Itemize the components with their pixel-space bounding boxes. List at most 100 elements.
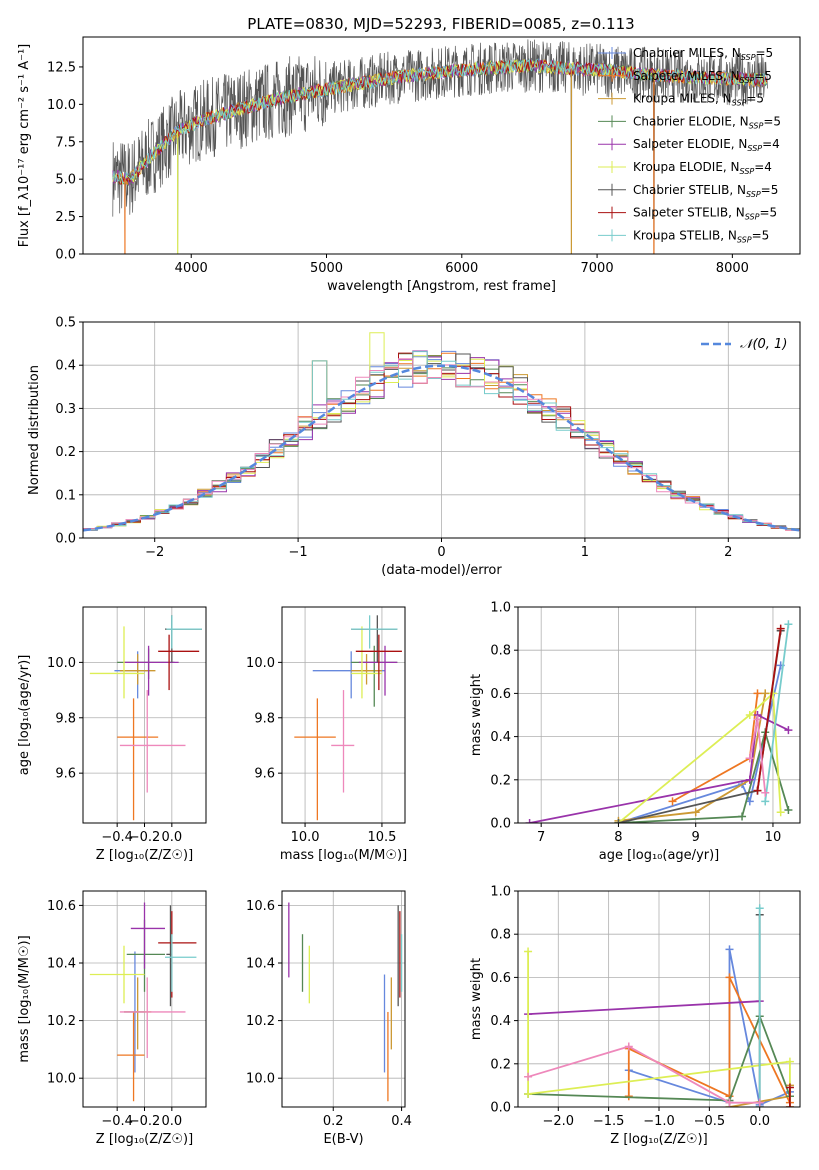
x-tick-label: 7000: [581, 261, 614, 276]
legend-label-text: Chabrier MILES, N: [633, 46, 741, 60]
legend-label-text: Kroupa STELIB, N: [633, 228, 737, 242]
legend-label: Chabrier STELIB, NSSP=5: [633, 183, 778, 199]
axes-frame: [517, 890, 801, 1108]
x-tick-label: −0.4: [101, 830, 133, 845]
legend-label: Kroupa STELIB, NSSP=5: [633, 228, 769, 244]
legend-label-text: Chabrier STELIB, N: [633, 183, 746, 197]
y-tick-label: 0.0: [55, 248, 76, 263]
y-axis-label: mass weight: [469, 958, 484, 1040]
y-tick-label: 0.4: [55, 359, 76, 374]
y-tick-label: 10.0: [47, 98, 76, 113]
x-axis-label: mass [log₁₀(M/M☉)]: [280, 848, 407, 863]
x-tick-label: 6000: [445, 261, 478, 276]
weight-point-marker: [725, 1098, 734, 1107]
y-tick-label: 0.8: [490, 928, 511, 943]
y-tick-label: 9.8: [254, 711, 275, 726]
y-axis-label: Flux [f_λ10⁻¹⁷ erg cm⁻² s⁻¹ A⁻¹]: [17, 44, 32, 248]
x-tick-label: 8000: [716, 261, 749, 276]
legend-label-text: Kroupa ELODIE, N: [633, 160, 740, 174]
legend-label-text: Kroupa MILES, N: [633, 92, 732, 106]
weight-series-line: [764, 624, 790, 802]
y-tick-label: 1.0: [490, 601, 511, 616]
weight-point-marker: [524, 1072, 533, 1081]
chart-title: PLATE=0830, MJD=52293, FIBERID=0085, z=0…: [247, 15, 634, 33]
weight-series-line: [617, 691, 782, 823]
weight-point-marker: [784, 806, 793, 815]
legend-label-sub: SSP: [745, 213, 760, 222]
y-tick-label: 0.0: [490, 1101, 511, 1116]
y-tick-label: 0.2: [55, 445, 76, 460]
weight-point-marker: [738, 812, 747, 821]
x-axis-label: Z [log₁₀(Z/Z☉)]: [610, 1132, 707, 1147]
weight-series-line: [528, 1000, 760, 1015]
legend-label-sub: SSP: [740, 76, 755, 85]
y-tick-label: 12.5: [47, 60, 76, 75]
x-tick-label: 9: [692, 830, 700, 845]
y-axis-label: mass [log₁₀(M/M☉)]: [17, 935, 32, 1062]
legend-label: 𝒩(0, 1): [740, 337, 787, 352]
y-tick-label: 7.5: [55, 135, 76, 150]
weight-series-line: [618, 729, 790, 823]
legend-label: Salpeter MILES, NSSP=5: [633, 69, 772, 85]
y-tick-label: 0.6: [490, 687, 511, 702]
plot-area: [294, 615, 402, 821]
weight-point-marker: [725, 973, 734, 982]
x-tick-label: 0: [437, 545, 445, 560]
weight-point-marker: [761, 797, 770, 806]
weight-point-marker: [745, 711, 754, 719]
y-tick-label: 0.2: [490, 1057, 511, 1072]
y-tick-label: 10.2: [47, 1014, 76, 1029]
x-tick-label: 0.0: [749, 1114, 770, 1129]
weight-point-marker: [624, 1042, 633, 1051]
axes-frame: [517, 606, 801, 824]
weight-point-marker: [761, 788, 770, 797]
y-tick-label: 0.2: [490, 773, 511, 788]
spectrum-panel: PLATE=0830, MJD=52293, FIBERID=0085, z=0…: [17, 15, 801, 294]
x-tick-label: −2: [145, 545, 164, 560]
weight-point-marker: [768, 689, 777, 698]
spectrum-line: [112, 58, 767, 184]
legend-label-sub: SSP: [746, 190, 761, 199]
y-axis-label: mass weight: [469, 674, 484, 756]
legend-label-tail: =4: [762, 137, 780, 151]
plot-area: [524, 904, 794, 1107]
y-tick-label: 0.0: [490, 817, 511, 832]
spectrum-line: [112, 59, 768, 185]
legend-label-tail: =5: [755, 46, 773, 60]
y-tick-label: 0.8: [490, 644, 511, 659]
weight-point-marker: [624, 1092, 633, 1101]
y-tick-label: 10.0: [47, 1072, 76, 1087]
legend-label-sub: SSP: [740, 167, 755, 176]
axes-frame: [281, 606, 406, 824]
x-tick-label: 10: [765, 830, 782, 845]
x-tick-label: −1.0: [643, 1114, 675, 1129]
legend-label-tail: =5: [761, 183, 779, 197]
mass-vs-extinction-panel: 0.2 0.4 10.0 10.2 10.4 10.6 E(B-V): [246, 890, 412, 1147]
x-tick-label: −1: [289, 545, 308, 560]
x-tick-label: −0.2: [129, 830, 161, 845]
legend-label-tail: =5: [763, 114, 781, 128]
weight-point-marker: [525, 819, 534, 823]
x-tick-label: −0.5: [694, 1114, 726, 1129]
y-tick-label: 10.4: [47, 957, 76, 972]
y-tick-label: 10.6: [246, 899, 275, 914]
y-tick-label: 0.4: [490, 730, 511, 745]
axes-frame: [82, 890, 207, 1108]
plot-area: [89, 902, 197, 1102]
x-tick-label: 2: [724, 545, 732, 560]
weight-point-marker: [753, 786, 762, 795]
x-tick-label: −0.4: [101, 1114, 133, 1129]
weight-series-line: [618, 693, 767, 822]
mass-weight-vs-age-panel: 7 8 9 10 0.0 0.2 0.4 0.6 0.8 1.0 age [log₁₀(age/yr…: [469, 601, 801, 863]
y-tick-label: 10.2: [246, 1014, 275, 1029]
weight-point-marker: [755, 904, 764, 913]
mass-vs-metallicity-panel: −0.4−0.2 0.0 10.0 10.2 10.4 10.6 Z [log₁₀(Z/Z☉…: [17, 890, 207, 1147]
weight-point-marker: [785, 1057, 794, 1066]
y-tick-label: 9.8: [55, 711, 76, 726]
weight-series-line: [529, 713, 789, 823]
legend-label-sub: SSP: [732, 99, 747, 108]
x-tick-label: 0.0: [161, 1114, 182, 1129]
weight-point-marker: [784, 726, 793, 735]
x-axis-label: E(B-V): [323, 1132, 363, 1147]
